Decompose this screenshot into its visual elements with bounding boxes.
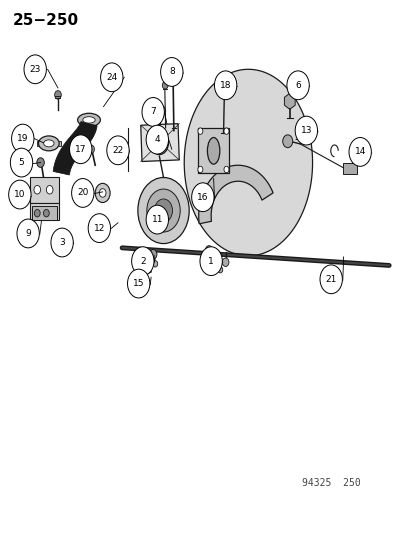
Circle shape	[24, 55, 46, 84]
Circle shape	[150, 131, 168, 155]
FancyBboxPatch shape	[30, 203, 59, 220]
Circle shape	[34, 209, 40, 217]
Text: 24: 24	[106, 73, 117, 82]
Text: 6: 6	[294, 81, 300, 90]
Text: 23: 23	[29, 65, 41, 74]
Circle shape	[100, 63, 123, 92]
Text: 15: 15	[133, 279, 144, 288]
Text: 12: 12	[93, 224, 105, 232]
Circle shape	[10, 148, 33, 177]
Circle shape	[88, 214, 110, 243]
Text: 20: 20	[77, 189, 88, 197]
Circle shape	[127, 269, 150, 298]
Ellipse shape	[207, 138, 219, 164]
Circle shape	[282, 135, 292, 148]
FancyBboxPatch shape	[32, 206, 57, 220]
Text: 94325  250: 94325 250	[301, 478, 360, 488]
FancyBboxPatch shape	[37, 141, 61, 146]
Text: 21: 21	[325, 275, 336, 284]
Circle shape	[34, 185, 40, 194]
Circle shape	[17, 219, 39, 248]
FancyBboxPatch shape	[197, 128, 228, 173]
Ellipse shape	[38, 136, 59, 151]
Text: 18: 18	[219, 81, 231, 90]
Text: 9: 9	[25, 229, 31, 238]
Circle shape	[162, 82, 168, 89]
Circle shape	[214, 71, 236, 100]
Circle shape	[348, 138, 370, 166]
Text: 22: 22	[112, 146, 123, 155]
Circle shape	[46, 185, 53, 194]
Circle shape	[138, 281, 143, 288]
Circle shape	[37, 158, 44, 167]
Circle shape	[223, 166, 228, 173]
Text: 2: 2	[140, 257, 145, 265]
Circle shape	[319, 265, 342, 294]
Circle shape	[146, 125, 168, 154]
Circle shape	[107, 136, 129, 165]
Circle shape	[286, 71, 309, 100]
Circle shape	[146, 205, 168, 234]
Text: 7: 7	[150, 108, 156, 116]
Polygon shape	[284, 93, 294, 109]
Circle shape	[191, 183, 214, 212]
Text: 4: 4	[154, 135, 160, 144]
Circle shape	[142, 98, 164, 126]
Circle shape	[158, 106, 165, 116]
Text: 8: 8	[169, 68, 174, 76]
Text: 10: 10	[14, 190, 26, 199]
Circle shape	[199, 247, 222, 276]
Circle shape	[95, 183, 110, 203]
Circle shape	[51, 228, 73, 257]
Ellipse shape	[78, 114, 100, 127]
Text: 19: 19	[17, 134, 28, 143]
Circle shape	[99, 189, 106, 197]
Circle shape	[88, 145, 94, 154]
FancyBboxPatch shape	[30, 177, 59, 203]
Text: 1: 1	[208, 257, 214, 265]
Circle shape	[152, 261, 157, 267]
Circle shape	[147, 189, 180, 232]
Circle shape	[223, 128, 228, 134]
Text: 16: 16	[197, 193, 208, 201]
Circle shape	[69, 135, 92, 164]
Text: 11: 11	[151, 215, 163, 224]
Circle shape	[149, 249, 157, 259]
Circle shape	[9, 180, 31, 209]
Text: 25−250: 25−250	[12, 13, 78, 28]
Circle shape	[71, 179, 94, 207]
Circle shape	[12, 124, 34, 153]
Polygon shape	[140, 124, 179, 161]
Circle shape	[43, 209, 49, 217]
Circle shape	[131, 247, 154, 276]
Text: 13: 13	[300, 126, 311, 135]
Circle shape	[294, 116, 317, 145]
Ellipse shape	[83, 117, 95, 123]
Ellipse shape	[44, 140, 54, 147]
Polygon shape	[198, 165, 273, 224]
Text: 3: 3	[59, 238, 65, 247]
Polygon shape	[53, 122, 97, 175]
Text: 17: 17	[75, 145, 86, 154]
Polygon shape	[184, 69, 312, 256]
Text: 5: 5	[19, 158, 24, 167]
Circle shape	[138, 177, 189, 244]
Circle shape	[55, 91, 61, 99]
Circle shape	[222, 258, 228, 266]
Circle shape	[197, 166, 202, 173]
Text: 14: 14	[354, 148, 365, 156]
Circle shape	[197, 128, 202, 134]
Circle shape	[217, 266, 222, 273]
Circle shape	[205, 246, 212, 255]
Circle shape	[160, 58, 183, 86]
Circle shape	[154, 199, 172, 222]
FancyBboxPatch shape	[342, 163, 356, 174]
